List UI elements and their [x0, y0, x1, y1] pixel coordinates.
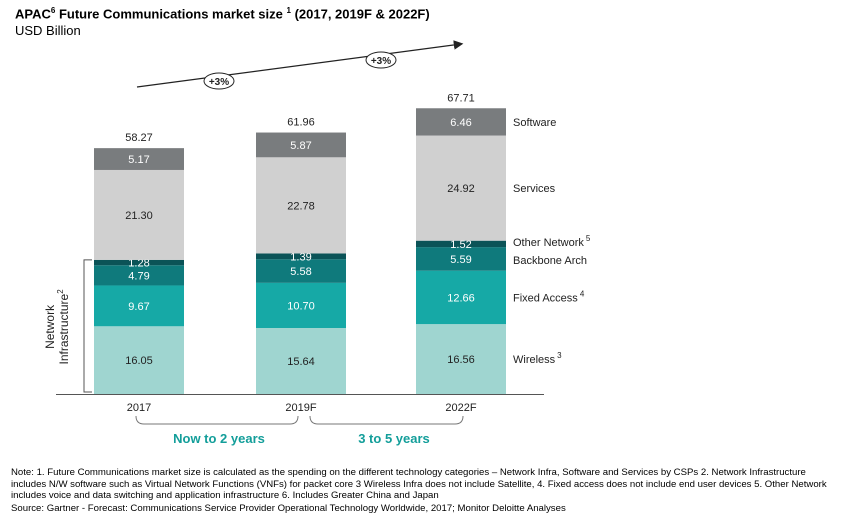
bar-software-2019f — [256, 132, 346, 158]
bar-backbone-2017 — [94, 265, 184, 286]
growth-badge-1 — [203, 72, 235, 90]
bar-fixed_access-2017 — [94, 285, 184, 327]
value-label-fixed_access-2017: 9.67 — [128, 301, 149, 313]
bar-services-2019f — [256, 157, 346, 254]
bar-services-2022f — [416, 135, 506, 241]
value-label-wireless-2022f: 16.56 — [447, 354, 475, 366]
series-label-software: Software — [513, 117, 556, 129]
value-label-wireless-2019f: 15.64 — [287, 356, 315, 368]
period-bracket-1 — [135, 415, 299, 425]
chart-title: APAC6 Future Communications market size … — [15, 6, 430, 22]
bar-fixed_access-2019f — [256, 282, 346, 328]
value-label-software-2022f: 6.46 — [450, 117, 471, 129]
period-label-2: 3 to 5 years — [358, 431, 430, 446]
series-label-other_network: Other Network 5 — [513, 234, 591, 249]
value-label-software-2019f: 5.87 — [290, 140, 311, 152]
value-label-services-2019f: 22.78 — [287, 200, 315, 212]
bar-wireless-2019f — [256, 327, 346, 394]
value-label-backbone-2022f: 5.59 — [450, 254, 471, 266]
source-note: Source: Gartner - Forecast: Communicatio… — [11, 503, 566, 514]
bar-other_network-2022f — [416, 240, 506, 248]
value-label-other_network-2022f: 1.52 — [450, 239, 471, 251]
bar-services-2017 — [94, 169, 184, 260]
value-label-fixed_access-2022f: 12.66 — [447, 292, 475, 304]
bar-backbone-2019f — [256, 259, 346, 283]
value-label-other_network-2019f: 1.39 — [290, 251, 311, 263]
bar-fixed_access-2022f — [416, 270, 506, 325]
value-label-wireless-2017: 16.05 — [125, 355, 153, 367]
period-label-1: Now to 2 years — [173, 431, 265, 446]
chart-subtitle: USD Billion — [15, 23, 81, 38]
value-label-services-2017: 21.30 — [125, 210, 153, 222]
value-label-software-2017: 5.17 — [128, 154, 149, 166]
bar-software-2017 — [94, 148, 184, 170]
stacked-bar-chart: 16.05 9.67 4.791.28 21.30 5.17 58.27 2017 15.64… — [43, 40, 591, 446]
series-label-services: Services — [513, 183, 556, 195]
growth-trend-arrow — [136, 40, 464, 88]
period-bracket-2 — [309, 415, 464, 425]
series-label-fixed_access: Fixed Access 4 — [513, 289, 585, 304]
bar-backbone-2022f — [416, 247, 506, 271]
value-label-backbone-2019f: 5.58 — [290, 266, 311, 278]
bar-wireless-2017 — [94, 326, 184, 394]
value-label-fixed_access-2019f: 10.70 — [287, 300, 315, 312]
network-infrastructure-label-line1: Network — [43, 304, 57, 349]
network-infrastructure-label-line2: Infrastructure2 — [56, 289, 71, 365]
total-label-2017: 58.27 — [125, 132, 153, 144]
x-tick-label-2017: 2017 — [127, 402, 151, 414]
bar-wireless-2022f — [416, 324, 506, 394]
growth-label-1: +3% — [209, 77, 229, 88]
series-label-wireless: Wireless 3 — [513, 351, 562, 366]
footnote: Note: 1. Future Communications market si… — [11, 467, 827, 502]
bar-other_network-2019f — [256, 253, 346, 260]
series-label-backbone: Backbone Arch — [513, 255, 587, 267]
x-tick-label-2019f: 2019F — [285, 402, 316, 414]
total-label-2019f: 61.96 — [287, 117, 315, 129]
x-tick-label-2022f: 2022F — [445, 402, 476, 414]
growth-badge-2 — [365, 51, 397, 69]
growth-label-2: +3% — [371, 56, 391, 67]
value-label-other_network-2017: 1.28 — [128, 258, 149, 270]
bar-other_network-2017 — [94, 259, 184, 266]
value-label-services-2022f: 24.92 — [447, 183, 475, 195]
network-infrastructure-bracket — [83, 259, 92, 393]
value-label-backbone-2017: 4.79 — [128, 270, 149, 282]
total-label-2022f: 67.71 — [447, 92, 475, 104]
bar-software-2022f — [416, 108, 506, 136]
